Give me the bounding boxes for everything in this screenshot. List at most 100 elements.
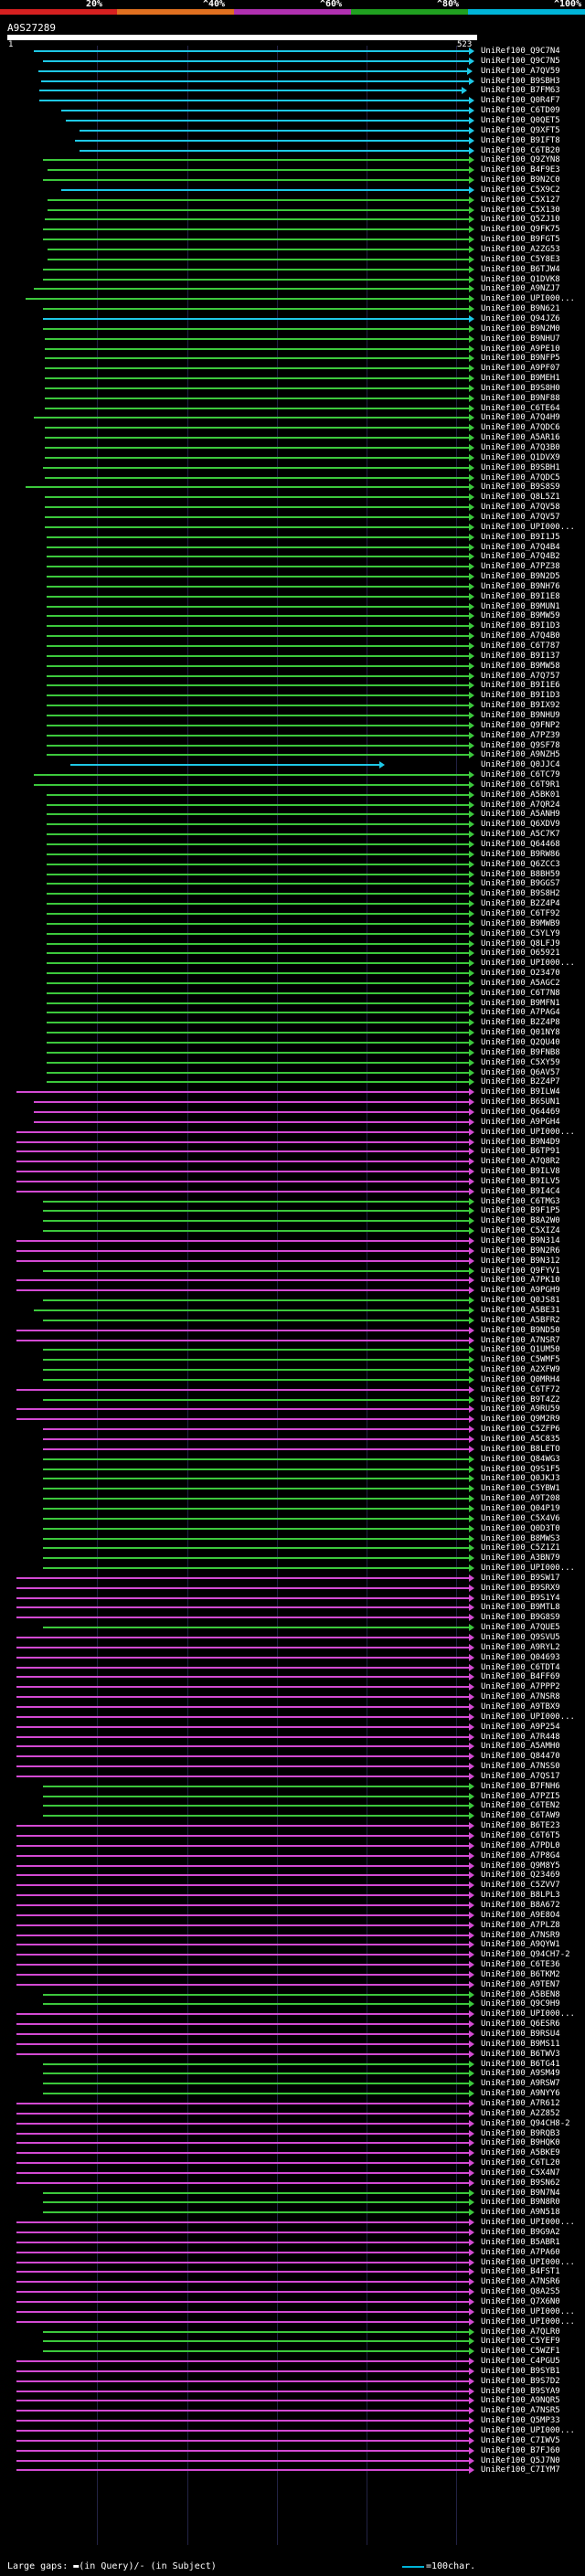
alignment-bar[interactable]	[47, 813, 470, 816]
alignment-row[interactable]: UniRef100_A5BE31	[0, 1305, 585, 1315]
alignment-bar[interactable]	[45, 437, 470, 440]
hit-id-link[interactable]: UniRef100_UPI000...	[481, 522, 575, 532]
alignment-bar[interactable]	[38, 69, 468, 72]
alignment-bar[interactable]	[43, 1200, 470, 1203]
hit-id-link[interactable]: UniRef100_B9T4Z2	[481, 1394, 560, 1405]
hit-id-link[interactable]: UniRef100_Q9M2R9	[481, 1415, 560, 1425]
hit-id-link[interactable]: UniRef100_Q9S1F5	[481, 1464, 560, 1474]
alignment-row[interactable]: UniRef100_C6TEN2	[0, 1800, 585, 1810]
alignment-bar[interactable]	[16, 1130, 470, 1133]
alignment-row[interactable]: UniRef100_B9MTL8	[0, 1602, 585, 1612]
alignment-bar[interactable]	[16, 1190, 470, 1193]
alignment-row[interactable]: UniRef100_B9G9A2	[0, 2227, 585, 2237]
hit-id-link[interactable]: UniRef100_Q9ZYN8	[481, 155, 560, 165]
alignment-row[interactable]: UniRef100_C6TC79	[0, 769, 585, 779]
alignment-row[interactable]: UniRef100_B9I4C4	[0, 1186, 585, 1196]
hit-id-link[interactable]: UniRef100_A7NSS0	[481, 1762, 560, 1772]
hit-id-link[interactable]: UniRef100_B9N2M0	[481, 323, 560, 334]
alignment-bar[interactable]	[47, 981, 470, 984]
hit-id-link[interactable]: UniRef100_C6TDT4	[481, 1662, 560, 1672]
alignment-row[interactable]: UniRef100_B9HQK0	[0, 2137, 585, 2147]
alignment-bar[interactable]	[43, 1507, 470, 1510]
alignment-row[interactable]: UniRef100_Q84WG3	[0, 1454, 585, 1464]
hit-id-link[interactable]: UniRef100_A7PZ39	[481, 730, 560, 740]
hit-id-link[interactable]: UniRef100_B9RW86	[481, 849, 560, 859]
hit-id-link[interactable]: UniRef100_Q9C9H9	[481, 1999, 560, 2009]
alignment-row[interactable]: UniRef100_C6TE36	[0, 1959, 585, 1969]
hit-id-link[interactable]: UniRef100_UPI000...	[481, 1127, 575, 1137]
alignment-row[interactable]: UniRef100_B6TWV3	[0, 2049, 585, 2059]
alignment-bar[interactable]	[45, 357, 470, 360]
alignment-bar[interactable]	[43, 1478, 470, 1480]
hit-id-link[interactable]: UniRef100_A7QV59	[481, 66, 560, 76]
hit-id-link[interactable]: UniRef100_A7Q4B0	[481, 631, 560, 641]
alignment-bar[interactable]	[16, 2132, 470, 2135]
alignment-bar[interactable]	[16, 1715, 470, 1718]
alignment-row[interactable]: UniRef100_B6TJW4	[0, 264, 585, 274]
alignment-row[interactable]: UniRef100_B9SYA9	[0, 2386, 585, 2396]
alignment-row[interactable]: UniRef100_Q9C7N5	[0, 56, 585, 66]
hit-id-link[interactable]: UniRef100_A5BEN8	[481, 1989, 560, 1999]
alignment-bar[interactable]	[43, 308, 470, 311]
alignment-row[interactable]: UniRef100_B4F9E3	[0, 164, 585, 175]
alignment-row[interactable]: UniRef100_B9SBH3	[0, 76, 585, 86]
alignment-row[interactable]: UniRef100_B9SN62	[0, 2178, 585, 2188]
alignment-bar[interactable]	[48, 198, 470, 201]
alignment-row[interactable]: UniRef100_B9NH76	[0, 581, 585, 591]
hit-id-link[interactable]: UniRef100_Q6AV57	[481, 1067, 560, 1077]
alignment-row[interactable]: UniRef100_B9NHU9	[0, 710, 585, 720]
alignment-bar[interactable]	[16, 2042, 470, 2045]
hit-id-link[interactable]: UniRef100_B9SW17	[481, 1573, 560, 1583]
alignment-bar[interactable]	[47, 952, 470, 955]
alignment-row[interactable]: UniRef100_A9NQR5	[0, 2395, 585, 2405]
alignment-row[interactable]: UniRef100_A3BN79	[0, 1553, 585, 1563]
alignment-bar[interactable]	[43, 1269, 470, 1272]
hit-id-link[interactable]: UniRef100_B9NHU7	[481, 334, 560, 344]
alignment-bar[interactable]	[16, 1617, 470, 1619]
hit-id-link[interactable]: UniRef100_A9PGH4	[481, 1117, 560, 1127]
hit-id-link[interactable]: UniRef100_Q9C7N4	[481, 47, 560, 56]
hit-id-link[interactable]: UniRef100_C6TE64	[481, 403, 560, 413]
hit-id-link[interactable]: UniRef100_Q2QU40	[481, 1038, 560, 1047]
hit-id-link[interactable]: UniRef100_A5C835	[481, 1435, 560, 1444]
alignment-row[interactable]: UniRef100_B9MFN1	[0, 998, 585, 1008]
alignment-bar[interactable]	[16, 2171, 470, 2174]
alignment-bar[interactable]	[43, 1547, 470, 1550]
hit-id-link[interactable]: UniRef100_Q9C7N5	[481, 56, 560, 66]
alignment-row[interactable]: UniRef100_B9FNB8	[0, 1047, 585, 1057]
hit-id-link[interactable]: UniRef100_Q23469	[481, 1871, 560, 1881]
alignment-row[interactable]: UniRef100_Q1DVX9	[0, 452, 585, 462]
hit-id-link[interactable]: UniRef100_B9SRX9	[481, 1583, 560, 1593]
alignment-bar[interactable]	[47, 843, 470, 845]
alignment-row[interactable]: UniRef100_A5C7K7	[0, 829, 585, 839]
hit-id-link[interactable]: UniRef100_A9P254	[481, 1722, 560, 1732]
alignment-row[interactable]: UniRef100_A9PE10	[0, 344, 585, 354]
alignment-bar[interactable]	[43, 268, 470, 270]
alignment-bar[interactable]	[16, 2261, 470, 2263]
alignment-bar[interactable]	[16, 1775, 470, 1777]
hit-id-link[interactable]: UniRef100_Q9M8Y5	[481, 1860, 560, 1871]
alignment-bar[interactable]	[16, 2390, 470, 2392]
alignment-row[interactable]: UniRef100_Q94CH8-2	[0, 2118, 585, 2128]
hit-id-link[interactable]: UniRef100_B9I1E6	[481, 681, 560, 691]
alignment-row[interactable]: UniRef100_A7NSR6	[0, 2276, 585, 2286]
hit-id-link[interactable]: UniRef100_C5YBW1	[481, 1484, 560, 1494]
alignment-bar[interactable]	[34, 783, 470, 786]
hit-id-link[interactable]: UniRef100_Q1DVK8	[481, 274, 560, 284]
alignment-row[interactable]: UniRef100_B9F1P5	[0, 1205, 585, 1215]
hit-id-link[interactable]: UniRef100_A9PF07	[481, 364, 560, 374]
alignment-bar[interactable]	[47, 793, 470, 796]
alignment-row[interactable]: UniRef100_B4FF69	[0, 1671, 585, 1681]
hit-id-link[interactable]: UniRef100_B9I1D3	[481, 621, 560, 631]
alignment-row[interactable]: UniRef100_B9MW59	[0, 610, 585, 620]
hit-id-link[interactable]: UniRef100_A5BK01	[481, 790, 560, 800]
alignment-bar[interactable]	[47, 1042, 470, 1044]
hit-id-link[interactable]: UniRef100_A9QYW1	[481, 1940, 560, 1950]
hit-id-link[interactable]: UniRef100_B9N2C0	[481, 175, 560, 186]
alignment-row[interactable]: UniRef100_B9I137	[0, 651, 585, 661]
alignment-bar[interactable]	[16, 1825, 470, 1828]
alignment-row[interactable]: UniRef100_B9S7D2	[0, 2376, 585, 2386]
alignment-bar[interactable]	[45, 515, 470, 518]
hit-id-link[interactable]: UniRef100_B9ND50	[481, 1325, 560, 1335]
alignment-row[interactable]: UniRef100_A7QLR0	[0, 2327, 585, 2337]
